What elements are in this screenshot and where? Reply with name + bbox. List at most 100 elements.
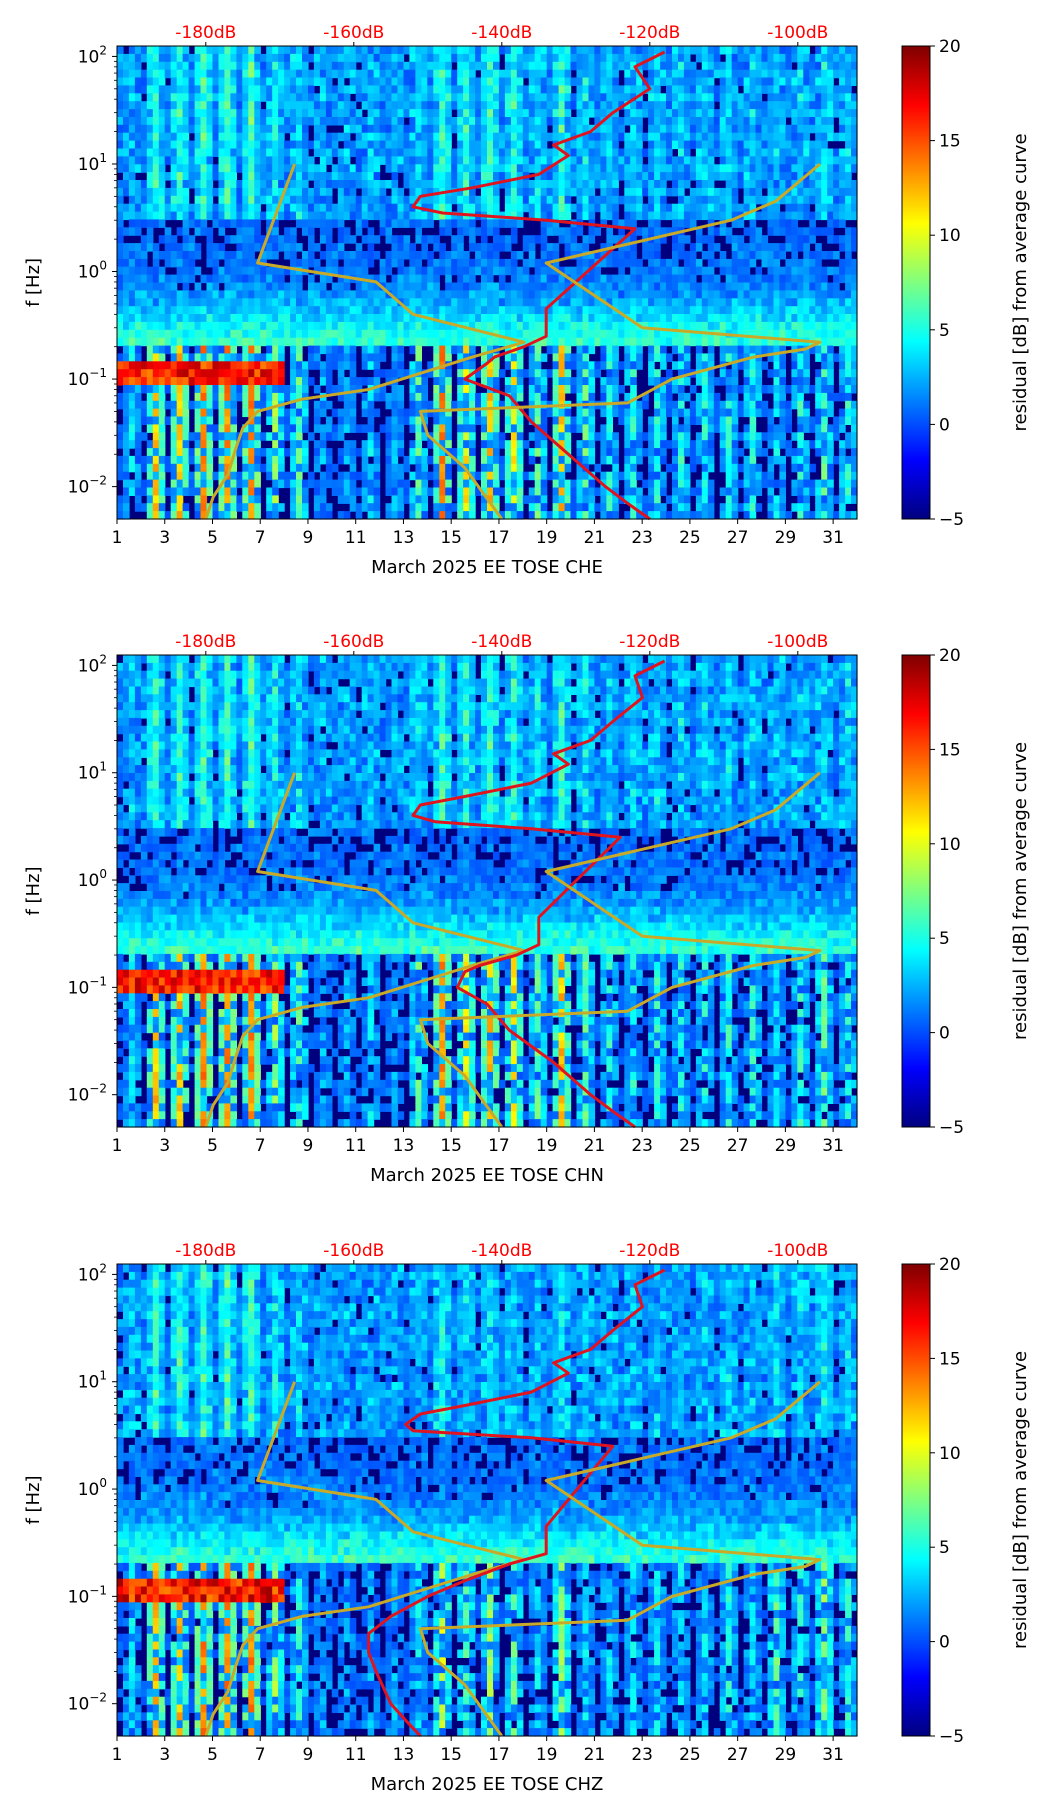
heatmap-cell <box>308 211 315 221</box>
heatmap-cell <box>308 282 315 291</box>
heatmap-cell <box>379 156 387 165</box>
heatmap-cell <box>487 219 494 228</box>
heatmap-cell <box>498 432 506 441</box>
heatmap-cell <box>445 385 452 394</box>
heatmap-cell <box>266 495 273 504</box>
heatmap-cell <box>427 369 434 378</box>
heatmap-cell <box>134 329 142 339</box>
heatmap-cell <box>660 227 667 236</box>
heatmap-cell <box>325 345 333 355</box>
heatmap-cell <box>194 337 202 347</box>
heatmap-cell <box>242 290 249 299</box>
heatmap-cell <box>672 424 679 433</box>
heatmap-cell <box>206 180 214 189</box>
heatmap-cell <box>200 353 208 362</box>
heatmap-cell <box>248 180 255 189</box>
heatmap-cell <box>564 140 572 150</box>
heatmap-cell <box>170 290 178 299</box>
heatmap-cell <box>140 124 148 134</box>
heatmap-cell <box>654 479 661 489</box>
heatmap-cell <box>624 408 631 418</box>
heatmap-cell <box>636 266 643 276</box>
heatmap-cell <box>451 219 458 228</box>
heatmap-cell <box>128 298 136 307</box>
heatmap-cell <box>445 471 452 481</box>
heatmap-cell <box>516 124 524 134</box>
heatmap-cell <box>648 93 655 102</box>
heatmap-cell <box>439 471 446 481</box>
heatmap-cell <box>421 101 428 110</box>
heatmap-cell <box>206 85 214 94</box>
heatmap-cell <box>510 85 518 94</box>
heatmap-cell <box>331 345 339 355</box>
heatmap-cell <box>487 479 494 489</box>
heatmap-cell <box>260 298 267 307</box>
heatmap-cell <box>242 369 249 378</box>
heatmap-cell <box>325 400 333 410</box>
heatmap-cell <box>302 203 309 213</box>
heatmap-cell <box>385 46 393 55</box>
heatmap-cell <box>319 235 327 244</box>
heatmap-cell <box>313 400 321 410</box>
heatmap-cell <box>439 440 446 449</box>
heatmap-cell <box>546 172 554 181</box>
heatmap-cell <box>266 93 273 102</box>
heatmap-cell <box>546 53 554 63</box>
heatmap-cell <box>361 282 369 291</box>
heatmap-cell <box>224 203 231 213</box>
heatmap-cell <box>296 361 303 370</box>
heatmap-cell <box>158 463 166 473</box>
heatmap-cell <box>600 290 607 299</box>
heatmap-cell <box>230 156 237 165</box>
heatmap-cell <box>194 487 202 496</box>
heatmap-cell <box>296 282 303 291</box>
heatmap-cell <box>648 479 655 489</box>
heatmap-cell <box>176 392 184 402</box>
heatmap-cell <box>230 180 237 189</box>
heatmap-cell <box>218 101 226 110</box>
heatmap-cell <box>266 85 273 94</box>
heatmap-cell <box>582 93 590 102</box>
heatmap-cell <box>117 471 124 481</box>
heatmap-cell <box>463 448 470 457</box>
heatmap-cell <box>576 495 584 504</box>
heatmap-cell <box>331 243 339 252</box>
heatmap-cell <box>236 503 243 512</box>
heatmap-cell <box>624 432 631 441</box>
heatmap-cell <box>636 400 643 410</box>
heatmap-cell <box>367 314 375 323</box>
heatmap-cell <box>588 479 596 489</box>
heatmap-cell <box>266 117 273 126</box>
heatmap-cell <box>576 329 584 339</box>
heatmap-cell <box>128 290 136 299</box>
heatmap-cell <box>343 424 351 433</box>
heatmap-cell <box>134 251 142 260</box>
heatmap-cell <box>564 321 572 331</box>
heatmap-cell <box>516 503 524 512</box>
heatmap-cell <box>397 511 405 520</box>
heatmap-cell <box>654 432 661 441</box>
heatmap-cell <box>606 258 613 268</box>
heatmap-cell <box>361 392 369 402</box>
heatmap-cell <box>218 69 226 79</box>
heatmap-cell <box>504 85 512 94</box>
heatmap-cell <box>403 195 411 205</box>
heatmap-cell <box>325 448 333 457</box>
heatmap-cell <box>128 329 136 339</box>
heatmap-cell <box>427 195 434 205</box>
heatmap-cell <box>152 321 160 331</box>
heatmap-cell <box>678 172 685 181</box>
heatmap-cell <box>433 408 440 418</box>
heatmap-cell <box>612 180 619 189</box>
heatmap-cell <box>313 353 321 362</box>
heatmap-cell <box>558 432 566 441</box>
heatmap-cell <box>134 211 142 221</box>
heatmap-cell <box>618 471 625 481</box>
heatmap-cell <box>678 219 685 228</box>
heatmap-cell <box>648 140 655 150</box>
heatmap-cell <box>552 258 560 268</box>
heatmap-cell <box>337 195 345 205</box>
heatmap-cell <box>236 298 243 307</box>
heatmap-cell <box>367 132 375 142</box>
heatmap-cell <box>510 282 518 291</box>
